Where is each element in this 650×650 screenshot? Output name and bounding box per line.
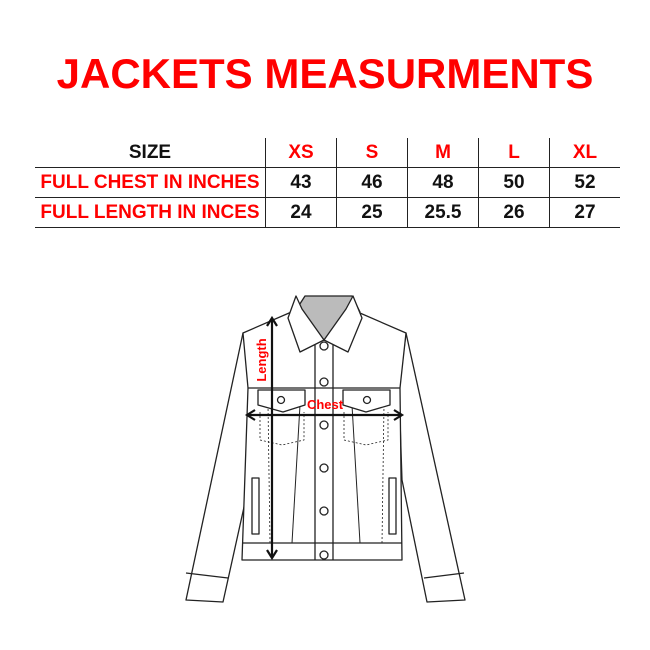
- size-xs: XS: [265, 138, 337, 168]
- length-row-label: FULL LENGTH IN INCES: [35, 197, 266, 228]
- page-title: JACKETS MEASURMENTS: [56, 50, 594, 97]
- size-s: S: [336, 138, 408, 168]
- collar-left: [287, 295, 325, 353]
- size-l: L: [478, 138, 550, 168]
- table-row: FULL CHEST IN INCHES 43 46 48 50 52: [35, 167, 620, 198]
- chest-label: Chest: [307, 397, 344, 412]
- table-header-row: SIZE XS S M L XL: [35, 138, 620, 168]
- table-cell: 27: [549, 197, 620, 228]
- table-cell: 43: [265, 167, 337, 198]
- collar-right: [323, 295, 363, 353]
- right-sleeve: [398, 332, 466, 603]
- table-cell: 52: [549, 167, 620, 198]
- left-sleeve: [185, 332, 254, 603]
- length-label: Length: [254, 338, 269, 381]
- table-cell: 26: [478, 197, 550, 228]
- table-cell: 24: [265, 197, 337, 228]
- left-cuff-line: [185, 572, 229, 579]
- table-cell: 25.5: [407, 197, 479, 228]
- chest-row-label: FULL CHEST IN INCHES: [35, 167, 266, 198]
- table-cell: 25: [336, 197, 408, 228]
- size-xl: XL: [549, 138, 620, 168]
- buttons: [276, 341, 372, 560]
- table-row: FULL LENGTH IN INCES 24 25 25.5 26 27: [35, 197, 620, 228]
- table-cell: 48: [407, 167, 479, 198]
- size-table: SIZE XS S M L XL FULL CHEST IN INCHES 43…: [35, 138, 620, 228]
- left-side-pocket: [251, 477, 260, 535]
- size-header: SIZE: [35, 138, 266, 168]
- right-cuff-line: [423, 572, 465, 579]
- right-side-pocket: [388, 477, 397, 535]
